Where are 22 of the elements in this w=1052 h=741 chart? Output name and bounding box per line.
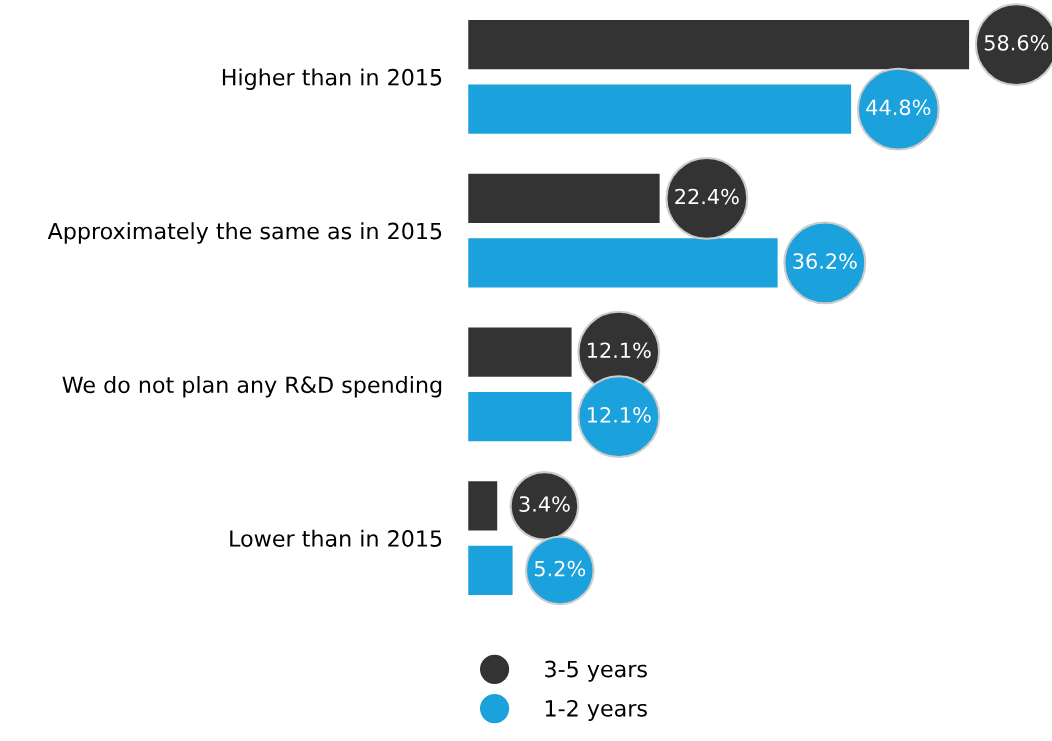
bar	[468, 19, 970, 70]
data-label: 12.1%	[588, 406, 651, 423]
bar	[468, 84, 852, 134]
y-tick-label: Lower than in 2015	[230, 529, 442, 547]
y-tick-label: We do not plan any R&D spending	[62, 375, 442, 398]
bar	[468, 545, 513, 596]
data-label: 3.4%	[519, 496, 570, 512]
data-label: 12.1%	[588, 342, 651, 359]
bar	[468, 238, 778, 288]
data-label: 5.2%	[534, 560, 586, 577]
bar	[468, 481, 498, 531]
legend-label: 3-5 years	[545, 660, 647, 682]
y-tick-label: Higher than in 2015	[222, 68, 442, 90]
data-label: 36.2%	[793, 253, 857, 269]
bar	[468, 392, 572, 442]
bar	[468, 173, 660, 223]
bar	[468, 327, 572, 377]
data-label: 58.6%	[984, 34, 1049, 51]
legend-label: 1-2 years	[545, 699, 647, 721]
y-tick-label: Approximately the same as in 2015	[47, 222, 442, 244]
data-label: 44.8%	[866, 99, 931, 116]
data-label: 22.4%	[675, 188, 739, 205]
